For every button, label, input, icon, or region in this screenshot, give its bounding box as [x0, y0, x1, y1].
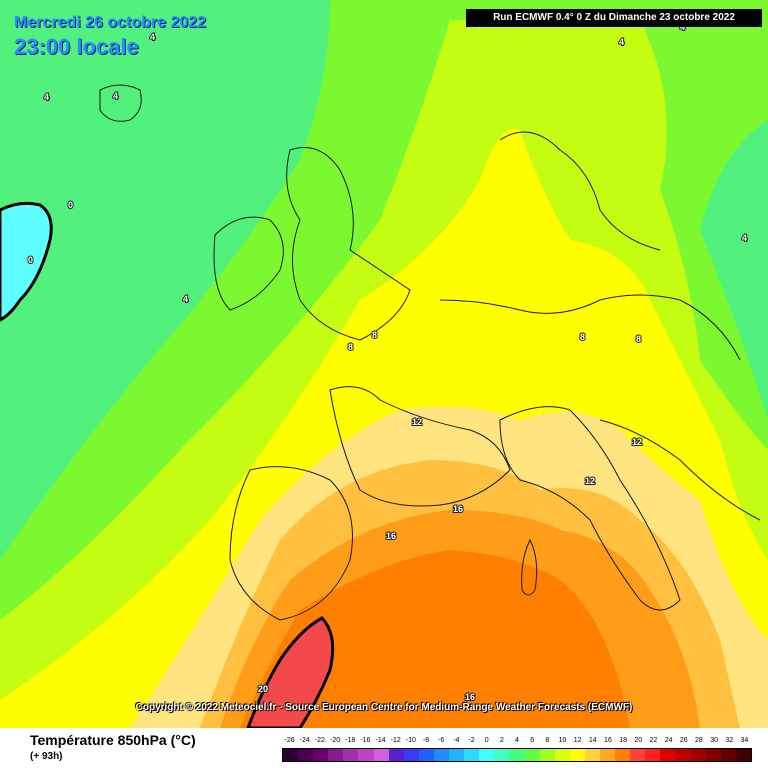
scale-label: -2	[468, 737, 475, 744]
color-swatch	[298, 749, 314, 761]
color-swatch	[584, 749, 600, 761]
isotherm-label: 16	[386, 531, 396, 541]
scale-label: 32	[725, 737, 734, 744]
isotherm-label: 4	[680, 22, 685, 32]
color-swatch	[509, 749, 525, 761]
color-swatch	[418, 749, 434, 761]
scale-label: 8	[545, 737, 550, 744]
scale-label: 26	[679, 737, 688, 744]
color-swatch	[313, 749, 329, 761]
scale-label: 20	[634, 737, 643, 744]
temperature-field: 4 4 4 4 0 0 4 4 4 8 8 8 8 12 12 12 16 16…	[0, 0, 768, 728]
scale-label: -10	[405, 737, 416, 744]
color-swatch	[690, 749, 706, 761]
scale-label: 24	[664, 737, 673, 744]
valid-time: 23:00 locale	[14, 34, 139, 59]
color-swatch	[373, 749, 389, 761]
forecast-step: (+ 93h)	[30, 751, 63, 762]
forecast-map: 4 4 4 4 0 0 4 4 4 8 8 8 8 12 12 12 16 16…	[0, 0, 768, 728]
valid-date: Mercredi 26 octobre 2022	[14, 14, 207, 31]
scale-label: -24	[299, 737, 310, 744]
color-swatch	[539, 749, 555, 761]
isotherm-label: 4	[150, 32, 155, 42]
color-swatch	[645, 749, 661, 761]
parameter-title: Température 850hPa (°C)	[30, 732, 196, 748]
color-swatch	[705, 749, 721, 761]
scale-label: -20	[330, 737, 341, 744]
isotherm-label: 8	[372, 330, 377, 340]
isotherm-label: 20	[258, 684, 268, 694]
scale-label: -26	[284, 737, 295, 744]
scale-label: -22	[314, 737, 325, 744]
isotherm-label: 12	[412, 417, 422, 427]
scale-label: 22	[649, 737, 658, 744]
isotherm-label: 4	[113, 91, 118, 101]
color-swatch	[494, 749, 510, 761]
isotherm-label: 0	[68, 200, 73, 210]
color-swatch	[554, 749, 570, 761]
scale-label: 14	[588, 737, 597, 744]
scale-label: 2	[499, 737, 504, 744]
color-swatch	[464, 749, 480, 761]
band-18-20	[240, 550, 630, 728]
color-swatch	[569, 749, 585, 761]
scale-label: 28	[695, 737, 703, 744]
scale-label: 6	[530, 737, 535, 744]
copyright-notice: Copyright © 2022 Meteociel.fr - Source E…	[135, 702, 633, 713]
isotherm-label: 4	[183, 294, 188, 304]
color-swatch	[720, 749, 736, 761]
isotherm-label: 8	[636, 334, 641, 344]
color-swatch	[524, 749, 540, 761]
color-swatch	[599, 749, 616, 761]
run-info: Run ECMWF 0.4° 0 Z du Dimanche 23 octobr…	[466, 9, 762, 27]
scale-label: -4	[453, 737, 460, 744]
color-swatch	[403, 749, 419, 761]
color-swatch	[675, 749, 691, 761]
isotherm-labels: 4 4 4 4 0 0 4 4 4 8 8 8 8 12 12 12 16 16…	[27, 21, 748, 703]
scale-label: -18	[345, 737, 356, 744]
scale-label: -14	[375, 737, 386, 744]
isotherm-label: 4	[742, 233, 747, 243]
scale-label: 34	[740, 737, 749, 744]
color-swatch	[433, 749, 450, 761]
isotherm-label: 8	[580, 332, 585, 342]
isotherm-label: 12	[632, 437, 642, 447]
color-swatch	[283, 749, 299, 761]
isotherm-label: 0	[28, 255, 33, 265]
band-20-plus	[246, 616, 335, 728]
scale-label: 18	[619, 737, 628, 744]
color-swatch	[660, 749, 676, 761]
scale-label: 0	[484, 737, 489, 744]
color-swatch	[735, 749, 751, 761]
isotherm-label: 16	[453, 504, 463, 514]
isotherm-label: 16	[465, 692, 475, 702]
color-swatch	[449, 749, 465, 761]
color-swatch	[343, 749, 359, 761]
scale-label: 4	[515, 737, 519, 744]
color-scale	[282, 748, 752, 762]
isotherm-label: 8	[348, 342, 353, 352]
color-scale-labels: -26 -24 -22 -20 -18 -16 -14 -12 -10 -8 -6 -4 -2 0 2 4 6 8…	[282, 737, 752, 749]
scale-label: -8	[422, 737, 430, 744]
color-swatch	[615, 749, 631, 761]
isotherm-label: 12	[585, 476, 595, 486]
color-swatch	[358, 749, 374, 761]
color-swatch	[388, 749, 404, 761]
scale-label: 12	[573, 737, 582, 744]
isotherm-label: 4	[619, 37, 624, 47]
scale-label: -6	[438, 737, 445, 744]
scale-label: 10	[558, 737, 567, 744]
coastlines	[99, 84, 761, 621]
color-swatch	[630, 749, 646, 761]
scale-label: 16	[604, 737, 612, 744]
color-swatch	[479, 749, 495, 761]
color-swatch	[328, 749, 344, 761]
scale-label: 30	[710, 737, 718, 744]
scale-label: -16	[360, 737, 371, 744]
band-below-0	[0, 201, 53, 322]
scale-label: -12	[390, 737, 401, 744]
isotherm-label: 4	[44, 92, 49, 102]
